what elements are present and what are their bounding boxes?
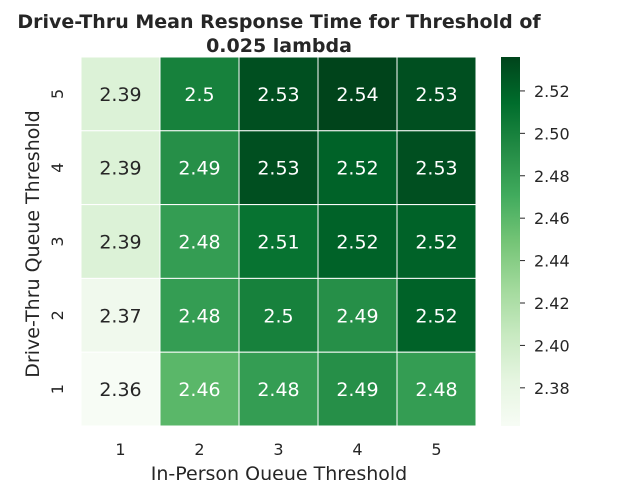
cell-value-label: 2.52 [336, 232, 378, 254]
colorbar-tick-label: 2.48 [534, 167, 570, 186]
cell-value-label: 2.39 [99, 158, 141, 180]
colorbar-tick-label: 2.40 [534, 336, 570, 355]
y-tick-label: 5 [48, 89, 67, 99]
heatmap-cell [396, 351, 477, 427]
heatmap-cell [159, 56, 240, 132]
heatmap-cell [317, 204, 398, 279]
cell-value-label: 2.54 [336, 84, 378, 106]
cell-value-label: 2.5 [263, 305, 293, 327]
x-tick-label: 4 [352, 440, 362, 459]
heatmap-cell [80, 130, 161, 206]
cell-value-label: 2.52 [415, 232, 457, 254]
cell-value-label: 2.46 [178, 379, 220, 401]
colorbar-tick-label: 2.46 [534, 209, 570, 228]
y-tick-label: 3 [48, 236, 67, 246]
cell-value-label: 2.5 [184, 84, 214, 106]
cell-value-label: 2.48 [257, 379, 299, 401]
cell-value-label: 2.53 [415, 158, 457, 180]
heatmap-cell [317, 56, 398, 132]
heatmap-cell [396, 277, 477, 353]
heatmap-cell [238, 351, 319, 427]
heatmap-cell [80, 351, 161, 427]
colorbar-tick-label: 2.38 [534, 379, 570, 398]
y-tick-label: 2 [48, 310, 67, 320]
heatmap-cell [80, 56, 161, 132]
cell-value-label: 2.36 [99, 379, 141, 401]
colorbar [501, 57, 520, 426]
cell-value-label: 2.49 [336, 379, 378, 401]
cell-value-label: 2.37 [99, 305, 141, 327]
x-tick-label: 3 [273, 440, 283, 459]
colorbar-tick-label: 2.50 [534, 124, 570, 143]
cell-value-label: 2.48 [415, 379, 457, 401]
x-tick-label: 5 [431, 440, 441, 459]
y-tick-label: 4 [48, 163, 67, 173]
chart-title-line-2: 0.025 lambda [206, 35, 352, 57]
colorbar-tick-label: 2.52 [534, 82, 570, 101]
heatmap-cell [238, 277, 319, 353]
cell-value-label: 2.48 [178, 232, 220, 254]
cell-value-label: 2.39 [99, 84, 141, 106]
colorbar-tick-label: 2.42 [534, 294, 570, 313]
cell-value-label: 2.39 [99, 232, 141, 254]
heatmap-cell [159, 204, 240, 279]
heatmap-cell [159, 351, 240, 427]
cell-value-label: 2.53 [257, 84, 299, 106]
heatmap-cell [238, 204, 319, 279]
heatmap-cells: 2.39 2.5 2.53 2.54 2.53 2.39 2.49 2.53 2.52 2.53 2… [80, 56, 477, 427]
y-axis-label: Drive-Thru Queue Threshold [22, 110, 44, 377]
heatmap-cell [80, 277, 161, 353]
heatmap-cell [317, 277, 398, 353]
chart-title-line-1: Drive-Thru Mean Response Time for Thresh… [17, 11, 541, 33]
cell-value-label: 2.53 [257, 158, 299, 180]
colorbar-tick-label: 2.44 [534, 252, 570, 271]
cell-value-label: 2.51 [257, 232, 299, 254]
cell-value-label: 2.49 [336, 305, 378, 327]
cell-value-label: 2.53 [415, 84, 457, 106]
colorbar-ticks: 2.38 2.40 2.42 2.44 2.46 2.48 2.50 2.52 [520, 82, 570, 398]
cell-value-label: 2.52 [415, 305, 457, 327]
heatmap-cell [396, 204, 477, 279]
heatmap-cell [159, 277, 240, 353]
cell-value-label: 2.49 [178, 158, 220, 180]
cell-value-label: 2.48 [178, 305, 220, 327]
y-tick-label: 1 [48, 384, 67, 394]
x-axis-label: In-Person Queue Threshold [151, 463, 407, 480]
x-tick-labels: 1 2 3 4 5 [115, 440, 441, 459]
heatmap-cell [238, 130, 319, 206]
x-tick-label: 2 [194, 440, 204, 459]
heatmap-cell [238, 56, 319, 132]
heatmap-cell [396, 56, 477, 132]
y-tick-labels: 5 4 3 2 1 [48, 89, 67, 394]
heatmap-cell [396, 130, 477, 206]
x-tick-label: 1 [115, 440, 125, 459]
cell-value-label: 2.52 [336, 158, 378, 180]
